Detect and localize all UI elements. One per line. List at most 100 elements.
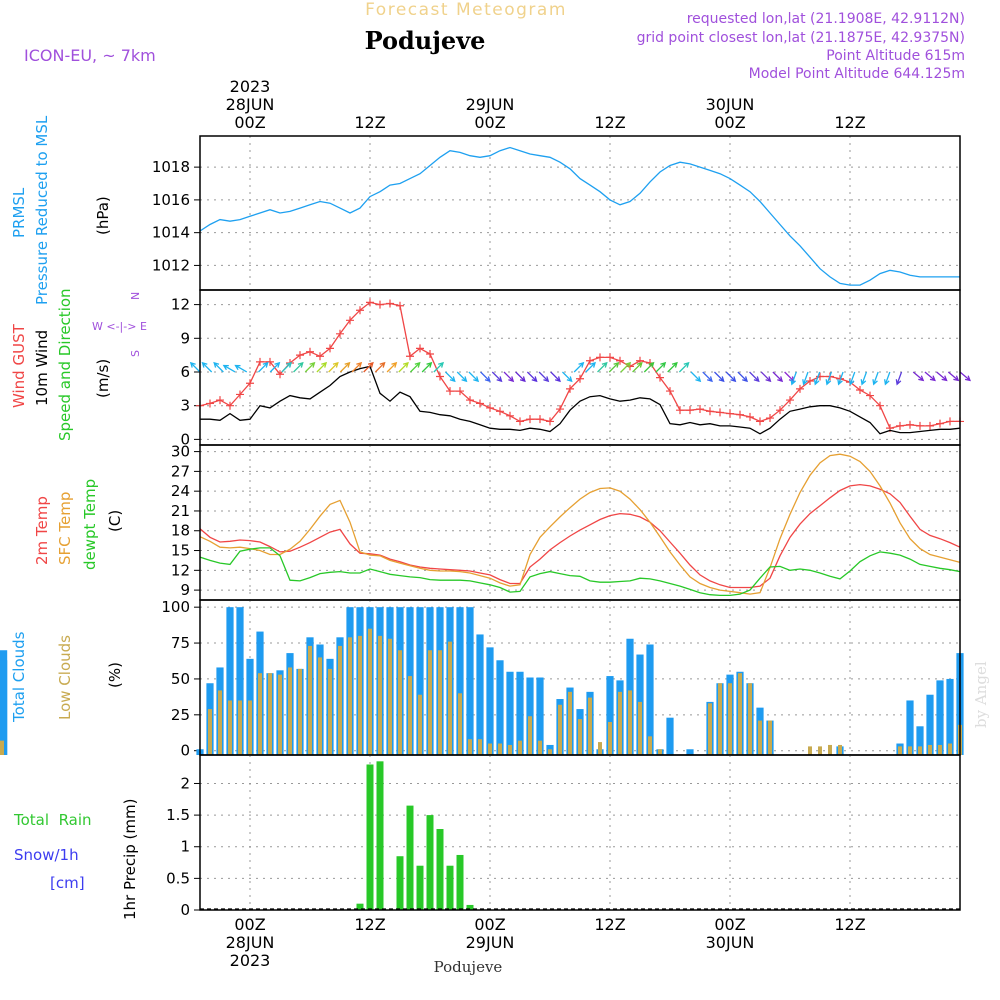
- rain-bar: [396, 856, 404, 910]
- low-cloud-bar: [718, 683, 722, 755]
- gust-marker: [926, 421, 934, 430]
- top-axis-label: 00Z: [234, 113, 265, 132]
- wind-arrow: [860, 371, 868, 386]
- gust-marker: [436, 372, 444, 381]
- wind-arrow: [848, 371, 856, 386]
- y-tick-label: 9: [180, 581, 190, 599]
- temp-unit: (C): [106, 510, 124, 532]
- wind-arrow: [398, 361, 409, 373]
- gust-marker: [686, 406, 694, 415]
- low-cloud-bar: [348, 637, 352, 755]
- wind-arrow: [837, 371, 844, 386]
- wind-arrow: [222, 364, 236, 373]
- gust-marker: [676, 406, 684, 415]
- wind-arrow: [189, 361, 201, 373]
- total-cloud-bar: [236, 607, 244, 755]
- top-axis-label: 29JUN: [466, 95, 515, 114]
- y-tick-label: 100: [161, 598, 190, 616]
- y-tick-label: 21: [171, 502, 190, 520]
- bottom-axis-label: 00Z: [474, 915, 505, 934]
- y-tick-label: 15: [171, 542, 190, 560]
- bottom-axis-label: 00Z: [714, 915, 745, 934]
- gust-marker: [736, 410, 744, 419]
- low-cloud-bar: [358, 635, 362, 755]
- grid-point-coords: grid point closest lon,lat (21.1875E, 42…: [637, 30, 965, 46]
- low-cloud-bar: [538, 740, 542, 755]
- low-cloud-bar: [438, 650, 442, 755]
- gust-marker: [606, 353, 614, 362]
- gust-marker: [656, 373, 664, 382]
- y-tick-label: 1016: [152, 191, 190, 209]
- panels: 1012101410161018036912912151821242730025…: [0, 135, 971, 919]
- low-cloud-bar: [558, 704, 562, 755]
- y-tick-label: 1: [180, 838, 190, 856]
- gust-marker: [786, 396, 794, 405]
- wind-arrow: [813, 371, 821, 386]
- cloud-label-1: Total Clouds: [10, 631, 28, 723]
- gust-marker: [396, 301, 404, 310]
- wind-arrow: [947, 371, 960, 382]
- wind-arrow: [526, 371, 538, 383]
- gust-marker: [216, 396, 224, 405]
- wind-arrow: [790, 371, 797, 386]
- cloud-unit: (%): [106, 662, 124, 688]
- y-tick-label: 50: [171, 670, 190, 688]
- gust-marker: [556, 405, 564, 414]
- low-cloud-bar: [298, 668, 302, 755]
- wind-arrow: [585, 361, 596, 373]
- low-cloud-bar: [478, 739, 482, 755]
- precip-snow-label: Snow/1h: [14, 846, 79, 864]
- wind-unit: (m/s): [94, 359, 112, 398]
- low-cloud-bar: [218, 690, 222, 755]
- total-cloud-bar: [606, 676, 614, 755]
- wind-arrow: [772, 371, 784, 383]
- rain-bar: [416, 865, 424, 910]
- wind-arrow: [784, 371, 795, 383]
- wind-arrow: [895, 371, 903, 386]
- temp-label-1: 2m Temp: [33, 496, 51, 565]
- gust-marker: [696, 405, 704, 414]
- low-cloud-bar: [838, 744, 842, 755]
- gust-marker: [876, 401, 884, 410]
- gust-marker: [546, 417, 554, 426]
- low-cloud-bar: [628, 690, 632, 755]
- gust-marker: [416, 344, 424, 353]
- gust-marker: [236, 390, 244, 399]
- low-cloud-bar: [508, 744, 512, 755]
- low-cloud-bar: [318, 657, 322, 755]
- series-line-2m-temp: [199, 483, 961, 589]
- gust-marker: [306, 347, 314, 356]
- low-cloud-bar: [308, 645, 312, 755]
- wind-arrow: [234, 364, 248, 373]
- wind-arrow: [702, 371, 713, 383]
- gust-marker: [596, 353, 604, 362]
- gust-marker: [326, 344, 334, 353]
- wind-arrow: [632, 361, 643, 373]
- gust-marker: [816, 372, 824, 381]
- wind-arrow: [538, 371, 550, 383]
- low-cloud-bar: [648, 736, 652, 755]
- gust-marker: [566, 384, 574, 393]
- wind-arrow: [620, 361, 632, 373]
- gust-marker: [486, 403, 494, 412]
- wind-arrow: [655, 361, 667, 373]
- panel-frame: [199, 135, 961, 291]
- series-line-pressure: [199, 146, 960, 286]
- wind-arrow: [304, 361, 316, 373]
- low-cloud-bar: [208, 709, 212, 755]
- low-cloud-bar: [428, 650, 432, 755]
- bottom-axis-label: 12Z: [834, 915, 865, 934]
- chart-title: Forecast Meteogram: [365, 0, 567, 20]
- wind-arrow: [281, 361, 292, 373]
- low-cloud-bar: [408, 676, 412, 755]
- low-cloud-bar: [458, 693, 462, 755]
- wind-arrow: [410, 361, 421, 373]
- gust-marker: [716, 408, 724, 417]
- low-cloud-bar: [498, 743, 502, 755]
- model-label: ICON-EU, ~ 7km: [24, 46, 156, 65]
- wind-arrow: [269, 361, 281, 373]
- gust-marker: [766, 414, 774, 423]
- gust-marker: [666, 387, 674, 396]
- low-cloud-bar: [748, 683, 752, 755]
- low-cloud-bar: [898, 746, 902, 755]
